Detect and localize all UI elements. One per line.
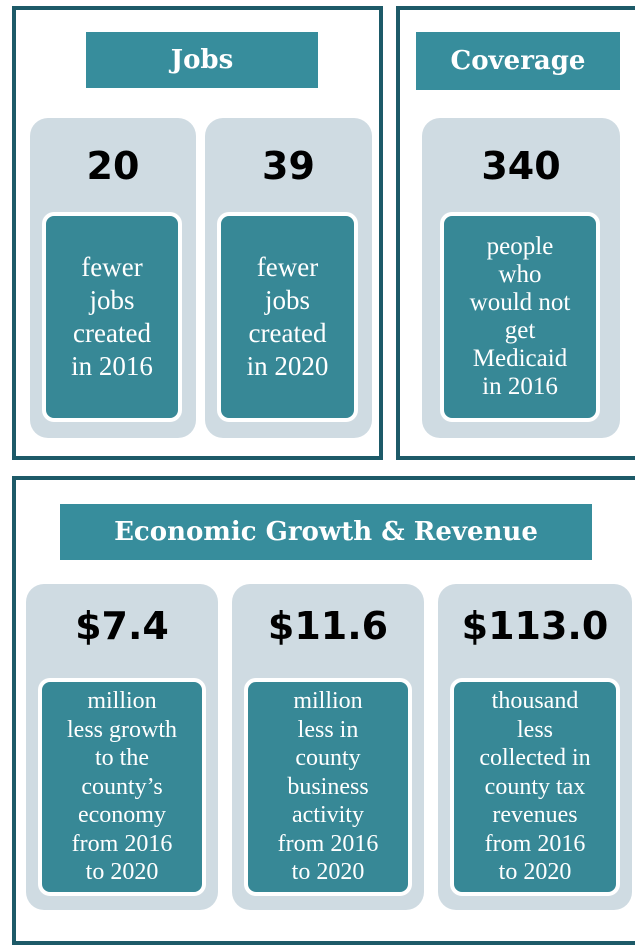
description-line: revenues	[492, 802, 578, 829]
description-line: county tax	[484, 773, 586, 800]
panel-title: Coverage	[416, 32, 620, 90]
panel-title: Jobs	[86, 32, 318, 88]
panel-title: Economic Growth & Revenue	[60, 504, 592, 560]
stat-figure: $113.0	[461, 604, 609, 648]
description-line: Medicaid	[472, 345, 568, 372]
description-line: activity	[292, 802, 364, 829]
description-line: county	[295, 745, 361, 772]
description-line: thousand	[491, 688, 579, 715]
description-line: created	[248, 318, 327, 348]
description-line: in 2016	[482, 373, 558, 400]
description-line: to the	[95, 745, 149, 772]
description-line: fewer	[256, 252, 319, 282]
stat-description: fewer jobs created in 2020	[217, 212, 358, 422]
description-line: in 2016	[71, 351, 153, 381]
description-line: in 2020	[246, 351, 329, 381]
description-line: million	[293, 688, 363, 715]
stat-card: $113.0 thousand less collected in county tax…	[438, 584, 632, 910]
stat-card: 39 fewer jobs created in 2020	[205, 118, 372, 438]
stat-description: thousand less collected in county tax revenu…	[450, 678, 620, 896]
description-line: million	[87, 688, 157, 715]
description-line: who	[498, 261, 542, 288]
description-line: from 2016	[484, 830, 586, 857]
description-line: fewer	[81, 252, 143, 282]
description-line: less	[517, 716, 553, 743]
panel	[396, 6, 635, 460]
stat-figure: 20	[86, 144, 140, 188]
stat-description: fewer jobs created in 2016	[42, 212, 182, 422]
description-line: created	[73, 318, 151, 348]
description-line: jobs	[89, 285, 135, 315]
stat-description: million less in county business activity from…	[244, 678, 412, 896]
description-line: county’s	[81, 773, 163, 800]
description-line: less in	[297, 716, 359, 743]
description-line: to 2020	[291, 859, 365, 886]
stat-figure: 39	[262, 144, 315, 188]
description-line: people	[486, 233, 554, 260]
description-line: would not	[469, 289, 571, 316]
stat-description: million less growth to the county’s economy f…	[38, 678, 206, 896]
description-line: to 2020	[498, 859, 572, 886]
stat-description: people who would not get Medicaid in 2016	[440, 212, 600, 422]
description-line: less growth	[67, 716, 177, 743]
stat-card: $11.6 million less in county business activit…	[232, 584, 424, 910]
description-line: collected in	[479, 745, 591, 772]
description-line: from 2016	[277, 830, 379, 857]
description-line: jobs	[264, 285, 310, 315]
description-line: from 2016	[71, 830, 173, 857]
description-line: economy	[78, 802, 166, 829]
description-line: get	[504, 317, 536, 344]
stat-card: 340 people who would not get Medicaid in 2016	[422, 118, 620, 438]
stat-figure: 340	[481, 144, 561, 188]
stat-figure: $11.6	[267, 604, 389, 648]
stat-card: $7.4 million less growth to the county’s econ…	[26, 584, 218, 910]
description-line: to 2020	[85, 859, 159, 886]
stat-card: 20 fewer jobs created in 2016	[30, 118, 196, 438]
stat-figure: $7.4	[75, 604, 169, 648]
description-line: business	[287, 773, 369, 800]
panel	[12, 6, 383, 460]
